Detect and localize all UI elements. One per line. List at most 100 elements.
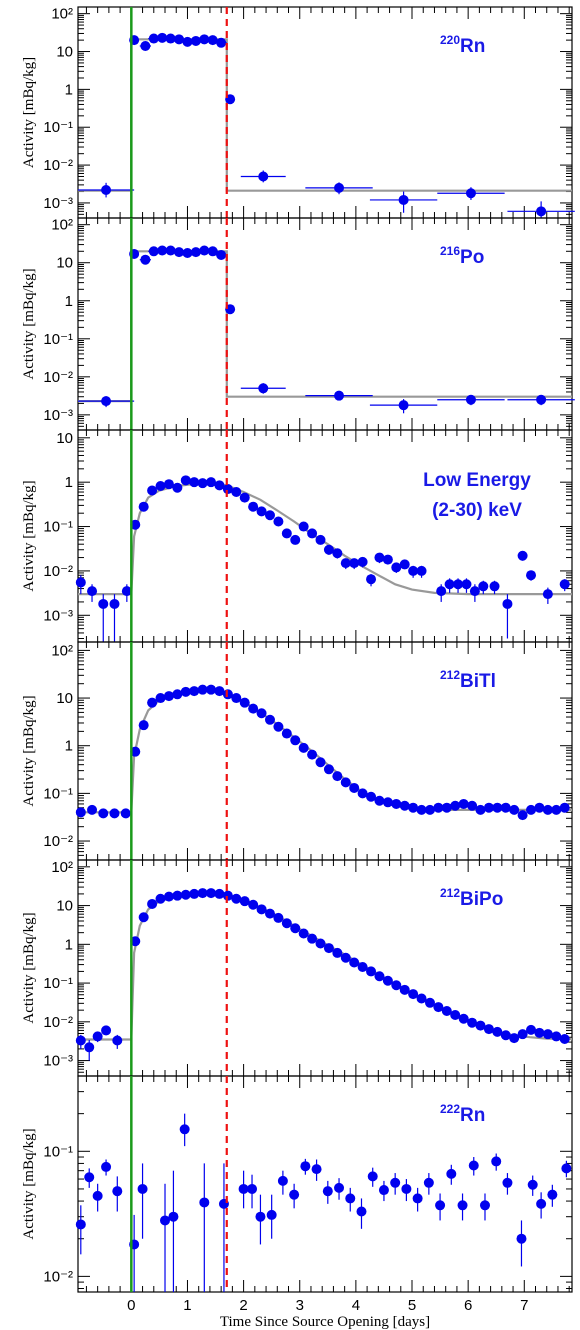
data-point bbox=[139, 40, 151, 51]
data-point bbox=[277, 1170, 288, 1195]
panel-frame bbox=[77, 1075, 573, 1293]
marker bbox=[98, 808, 109, 819]
y-tick-label: 10 bbox=[56, 690, 73, 707]
marker bbox=[467, 800, 478, 811]
marker bbox=[457, 1200, 468, 1211]
marker bbox=[478, 581, 489, 592]
panel-frame bbox=[77, 429, 573, 643]
marker bbox=[332, 548, 343, 559]
data-point bbox=[500, 1030, 511, 1041]
marker bbox=[172, 482, 183, 493]
marker bbox=[75, 807, 86, 818]
x-tick-label: 5 bbox=[408, 1297, 416, 1314]
data-point bbox=[468, 1157, 479, 1176]
marker bbox=[179, 1124, 190, 1135]
marker bbox=[148, 246, 159, 257]
marker bbox=[349, 957, 360, 968]
data-point bbox=[298, 742, 309, 753]
marker bbox=[207, 35, 218, 46]
marker bbox=[264, 714, 275, 725]
marker bbox=[311, 1164, 322, 1175]
marker bbox=[182, 36, 193, 47]
data-point bbox=[517, 1029, 528, 1040]
marker bbox=[416, 565, 427, 576]
marker bbox=[307, 933, 318, 944]
marker bbox=[465, 394, 476, 405]
marker bbox=[190, 35, 201, 46]
data-point bbox=[172, 482, 183, 493]
data-point bbox=[437, 394, 505, 406]
marker bbox=[165, 245, 176, 256]
marker bbox=[536, 206, 547, 217]
data-point bbox=[478, 580, 489, 595]
marker bbox=[189, 477, 200, 488]
marker bbox=[534, 802, 545, 813]
panel-bitl212: 10⁻² 10⁻¹ 1 10 10² Activity [mBq/kg] 212BiTl bbox=[21, 641, 573, 861]
marker bbox=[332, 947, 343, 958]
y-axis-label: Activity [mBq/kg] bbox=[21, 480, 37, 591]
data-point bbox=[264, 510, 275, 521]
data-point bbox=[130, 746, 141, 757]
marker bbox=[458, 798, 469, 809]
marker bbox=[207, 246, 218, 257]
marker bbox=[180, 686, 191, 697]
panel-bipo212: 10⁻³ 10⁻² 10⁻¹ 1 10 10² Activity [mBq/kg] 212Bi… bbox=[21, 859, 573, 1077]
marker bbox=[172, 890, 183, 901]
data-point bbox=[239, 697, 250, 708]
data-point bbox=[322, 1180, 333, 1204]
x-tick-label: 3 bbox=[296, 1297, 304, 1314]
data-point bbox=[190, 247, 202, 258]
marker bbox=[248, 703, 259, 714]
data-point bbox=[349, 782, 360, 793]
fit-curve bbox=[78, 689, 572, 814]
marker bbox=[323, 764, 334, 775]
data-point bbox=[391, 798, 402, 809]
data-point bbox=[507, 201, 575, 218]
marker bbox=[483, 802, 494, 813]
marker bbox=[502, 1177, 513, 1188]
data-point bbox=[489, 580, 500, 595]
marker bbox=[290, 735, 301, 746]
data-point bbox=[138, 501, 149, 512]
y-tick-label: 10⁻¹ bbox=[43, 975, 73, 992]
data-point bbox=[273, 516, 284, 527]
marker bbox=[266, 1209, 277, 1220]
panel-title: 222Rn bbox=[440, 1102, 485, 1126]
data-point bbox=[437, 187, 505, 200]
data-point bbox=[180, 475, 191, 486]
data-point bbox=[289, 1183, 300, 1209]
marker bbox=[491, 1156, 502, 1167]
marker bbox=[256, 506, 267, 517]
data-point bbox=[207, 246, 219, 257]
panel-title: 212BiPo bbox=[440, 886, 503, 910]
marker bbox=[517, 550, 528, 561]
data-point bbox=[479, 1193, 490, 1221]
data-point bbox=[390, 1173, 401, 1195]
marker bbox=[401, 1183, 412, 1194]
data-point bbox=[240, 170, 286, 183]
marker bbox=[163, 891, 174, 902]
data-point bbox=[332, 548, 343, 559]
data-point bbox=[340, 777, 351, 788]
marker bbox=[340, 558, 351, 569]
data-point bbox=[369, 191, 438, 213]
data-point bbox=[450, 800, 461, 811]
marker bbox=[239, 697, 250, 708]
data-point bbox=[197, 684, 208, 695]
data-point bbox=[366, 966, 377, 977]
data-point bbox=[559, 1034, 570, 1045]
marker bbox=[75, 1035, 86, 1046]
y-tick-label: 10⁻³ bbox=[43, 607, 73, 624]
marker bbox=[199, 34, 210, 45]
marker bbox=[458, 1013, 469, 1024]
data-point bbox=[305, 390, 373, 401]
marker bbox=[382, 975, 393, 986]
data-point bbox=[163, 891, 174, 902]
marker bbox=[214, 888, 225, 899]
marker bbox=[492, 1026, 503, 1037]
data-point bbox=[222, 484, 233, 495]
data-point bbox=[345, 1187, 356, 1212]
marker bbox=[340, 777, 351, 788]
data-point bbox=[222, 890, 233, 901]
data-point bbox=[517, 550, 528, 561]
